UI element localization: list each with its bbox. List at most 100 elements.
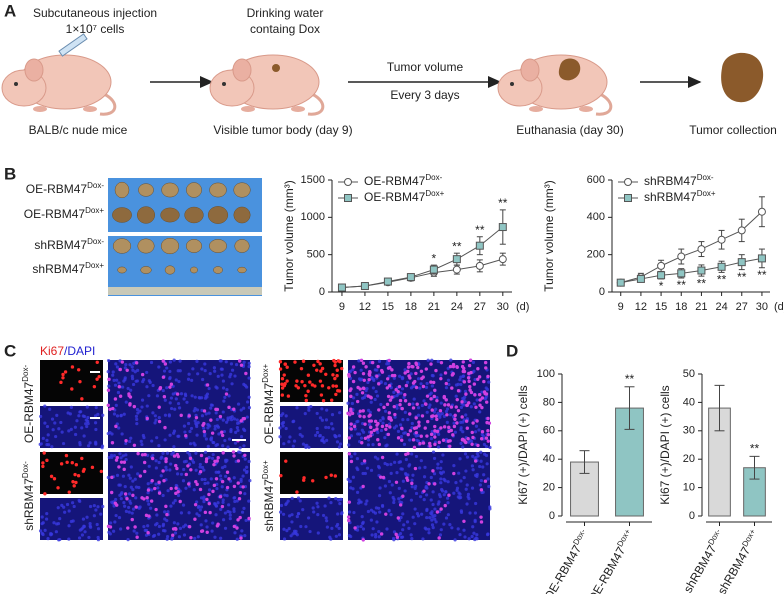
nucleus [357, 359, 361, 363]
nucleus [452, 421, 456, 425]
nucleus [48, 407, 52, 411]
ki67-spot [71, 480, 75, 484]
nucleus [86, 444, 91, 448]
ki67-spot [154, 507, 158, 512]
ki67-spot [470, 442, 474, 446]
ki67-spot [158, 387, 162, 391]
nucleus [410, 426, 414, 430]
ki67-spot [133, 525, 137, 529]
nucleus [355, 457, 359, 461]
tumor [237, 266, 247, 274]
nucleus [213, 427, 217, 431]
nucleus [214, 513, 218, 517]
nucleus [433, 507, 437, 511]
nucleus [330, 526, 334, 530]
x-tick-label: 27 [474, 301, 486, 313]
ki67-spot [78, 379, 82, 384]
legend-marker [344, 194, 352, 202]
ki67-spot [453, 413, 457, 418]
nucleus [157, 524, 162, 529]
ki67-spot [423, 426, 427, 430]
nucleus [239, 479, 243, 483]
nucleus [348, 479, 352, 484]
label-base: OE-RBM47 [26, 182, 88, 196]
nucleus [373, 455, 378, 459]
nucleus [418, 466, 422, 470]
mouse-foot [529, 106, 543, 112]
ki67-spot [306, 389, 310, 393]
tumor [209, 239, 227, 253]
nucleus [353, 427, 357, 431]
nucleus [83, 530, 87, 534]
ki67-spot [300, 380, 304, 384]
ki67-spot [239, 536, 243, 540]
nucleus [124, 400, 128, 404]
nucleus [168, 401, 172, 405]
label-sup: Dox+ [615, 527, 632, 548]
ki67-spot [464, 392, 468, 396]
nucleus [80, 527, 84, 531]
nucleus [171, 451, 175, 455]
ki67-spot [463, 440, 467, 444]
nucleus [50, 445, 54, 449]
nucleus [78, 499, 82, 503]
nucleus [475, 451, 479, 456]
nucleus [168, 468, 172, 472]
nucleus [140, 405, 144, 409]
ki67-spot [469, 370, 473, 375]
ki67-spot [140, 372, 145, 377]
nucleus [355, 528, 360, 532]
nucleus [43, 421, 47, 425]
nucleus [45, 511, 49, 516]
nucleus [224, 360, 228, 364]
nucleus [164, 465, 168, 469]
ki67-spot [364, 365, 368, 369]
ki67-spot [157, 480, 161, 484]
ki67-spot [360, 391, 365, 395]
ki67-spot [445, 413, 449, 417]
nucleus [141, 379, 145, 384]
error-bar [749, 455, 760, 480]
nucleus [116, 390, 120, 395]
ki67-spot [349, 422, 353, 426]
nucleus [207, 411, 211, 415]
nucleus [465, 455, 470, 459]
nucleus [439, 401, 443, 405]
nucleus [370, 376, 374, 381]
nucleus [232, 476, 236, 480]
ki67-spot [215, 459, 219, 463]
ki67-spot [460, 400, 464, 404]
nucleus [176, 434, 180, 438]
ki67-spot [286, 394, 291, 398]
nucleus [148, 380, 152, 385]
ki67-spot [134, 505, 138, 509]
nucleus [154, 418, 158, 422]
nucleus [182, 533, 187, 537]
legend-entry: shRBM47Dox- [644, 173, 714, 189]
ki67-spot [174, 463, 178, 468]
nucleus [378, 510, 382, 514]
nucleus [155, 394, 160, 398]
ki67-spot [424, 367, 428, 371]
ki67-spot [108, 407, 112, 411]
nucleus [459, 426, 463, 430]
nucleus [462, 475, 466, 480]
nucleus [227, 437, 232, 441]
ki67-spot [361, 371, 366, 376]
nucleus [124, 441, 128, 446]
nucleus [371, 386, 376, 390]
ki67-spot [369, 425, 373, 430]
nucleus [77, 536, 82, 540]
nucleus [318, 434, 322, 438]
ki67-spot [404, 383, 409, 388]
ki67-spot [435, 398, 439, 403]
ki67-spot [478, 403, 482, 407]
nucleus [203, 369, 207, 373]
nucleus [410, 485, 414, 489]
nucleus [436, 359, 440, 364]
ki67-spot [476, 443, 480, 448]
ki67-spot [114, 424, 118, 429]
nucleus [151, 383, 155, 388]
ki67-spot [435, 510, 440, 514]
nucleus [177, 379, 181, 384]
